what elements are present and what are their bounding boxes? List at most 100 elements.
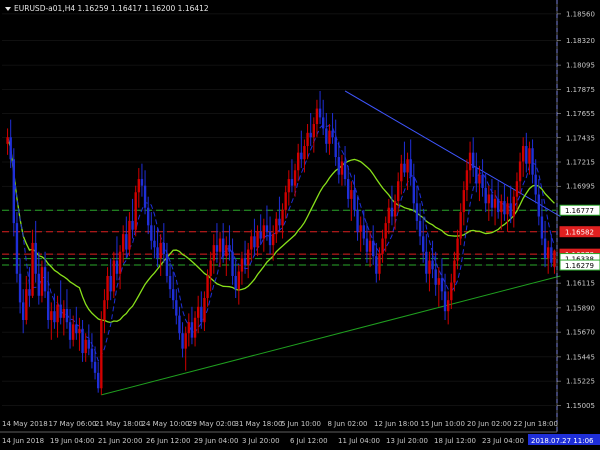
candle-body	[496, 198, 500, 213]
candle-body	[446, 300, 450, 312]
candle-body	[471, 152, 475, 169]
candle-body	[12, 159, 16, 224]
candle-body	[337, 157, 341, 175]
candle-body	[53, 311, 56, 323]
candle	[459, 203, 462, 246]
candle-body	[178, 315, 181, 334]
candle	[381, 229, 384, 263]
candle-body	[396, 181, 400, 202]
candle-body	[71, 324, 75, 340]
price-tick-label: 1.18320	[566, 37, 595, 45]
candle-body	[200, 306, 203, 323]
candle	[531, 139, 534, 184]
time-label-top: 8 Jun 02:00	[328, 420, 368, 428]
candle	[221, 223, 225, 263]
candle-body	[31, 242, 34, 296]
candle-body	[284, 192, 287, 210]
candle	[403, 141, 406, 177]
candle	[96, 361, 100, 393]
candle-body	[196, 306, 200, 318]
candle	[62, 300, 66, 336]
candle-body	[484, 187, 487, 204]
candle	[550, 234, 553, 268]
candle-body	[525, 146, 528, 164]
candle-body	[90, 348, 94, 362]
candle	[203, 291, 206, 332]
candle	[465, 159, 469, 202]
candle-body	[275, 218, 278, 235]
candle-body	[543, 238, 547, 259]
price-tick-label: 1.17875	[566, 86, 595, 94]
candle-body	[165, 253, 169, 276]
candle	[359, 216, 362, 252]
candle-body	[115, 260, 119, 274]
candle-body	[37, 273, 41, 296]
level-badge-box	[559, 226, 600, 238]
candle-body	[478, 174, 481, 184]
candle	[209, 251, 212, 292]
candle-body	[250, 236, 253, 250]
candle-body	[318, 108, 322, 118]
candle	[478, 165, 481, 202]
symbol-ohlc-label: EURUSD-a01,H4 1.16259 1.16417 1.16200 1.…	[14, 4, 209, 13]
candle	[512, 190, 516, 228]
candle-body	[406, 159, 409, 173]
candle-body	[415, 203, 419, 221]
candle-body	[453, 260, 456, 283]
candle	[37, 251, 41, 305]
candle	[175, 289, 178, 325]
candle	[293, 163, 297, 197]
time-label-top: 12 Jun 18:00	[374, 420, 418, 428]
candle	[43, 251, 47, 298]
candle	[78, 317, 81, 351]
candles	[6, 90, 556, 395]
candle-body	[96, 372, 100, 389]
candle	[300, 130, 303, 169]
candle	[493, 190, 497, 226]
candle-body	[540, 216, 544, 239]
candle	[384, 216, 387, 252]
candle	[368, 231, 372, 268]
candle	[440, 258, 444, 301]
candle	[84, 333, 87, 362]
candle	[365, 223, 369, 263]
candle-body	[181, 333, 184, 349]
ma-slow-line	[6, 137, 555, 324]
candle-body	[456, 238, 459, 261]
candle	[484, 172, 487, 213]
level-badge: 1.16279	[559, 259, 600, 271]
time-label-top: 14 May 2018	[2, 420, 48, 428]
candle-body	[159, 242, 162, 259]
candle	[81, 320, 84, 362]
time-label-top: 24 May 10:00	[142, 420, 190, 428]
level-badge: 1.16777	[559, 204, 600, 216]
candle	[515, 172, 519, 210]
candle	[196, 295, 200, 334]
candle-body	[418, 220, 422, 237]
time-label-bottom: 11 Jul 04:00	[338, 437, 380, 445]
candle	[553, 249, 556, 274]
time-label-bottom: 21 Jun 20:00	[98, 437, 142, 445]
candle	[503, 183, 506, 221]
candle	[356, 196, 359, 241]
time-label-bottom: 13 Jul 20:00	[386, 437, 428, 445]
candle-body	[156, 247, 159, 259]
candle	[121, 225, 125, 263]
candle	[56, 295, 59, 338]
trendline-support	[101, 275, 561, 396]
candle-body	[87, 339, 91, 349]
candle-body	[340, 161, 344, 175]
candle-body	[150, 225, 153, 241]
candle	[6, 128, 9, 155]
candle	[306, 124, 309, 160]
candle-body	[40, 267, 44, 296]
time-label-bottom: 26 Jun 12:00	[146, 437, 190, 445]
candle-body	[390, 207, 394, 217]
candle	[237, 264, 241, 305]
candle	[65, 289, 69, 329]
candle	[184, 326, 187, 371]
candle-body	[281, 209, 284, 226]
